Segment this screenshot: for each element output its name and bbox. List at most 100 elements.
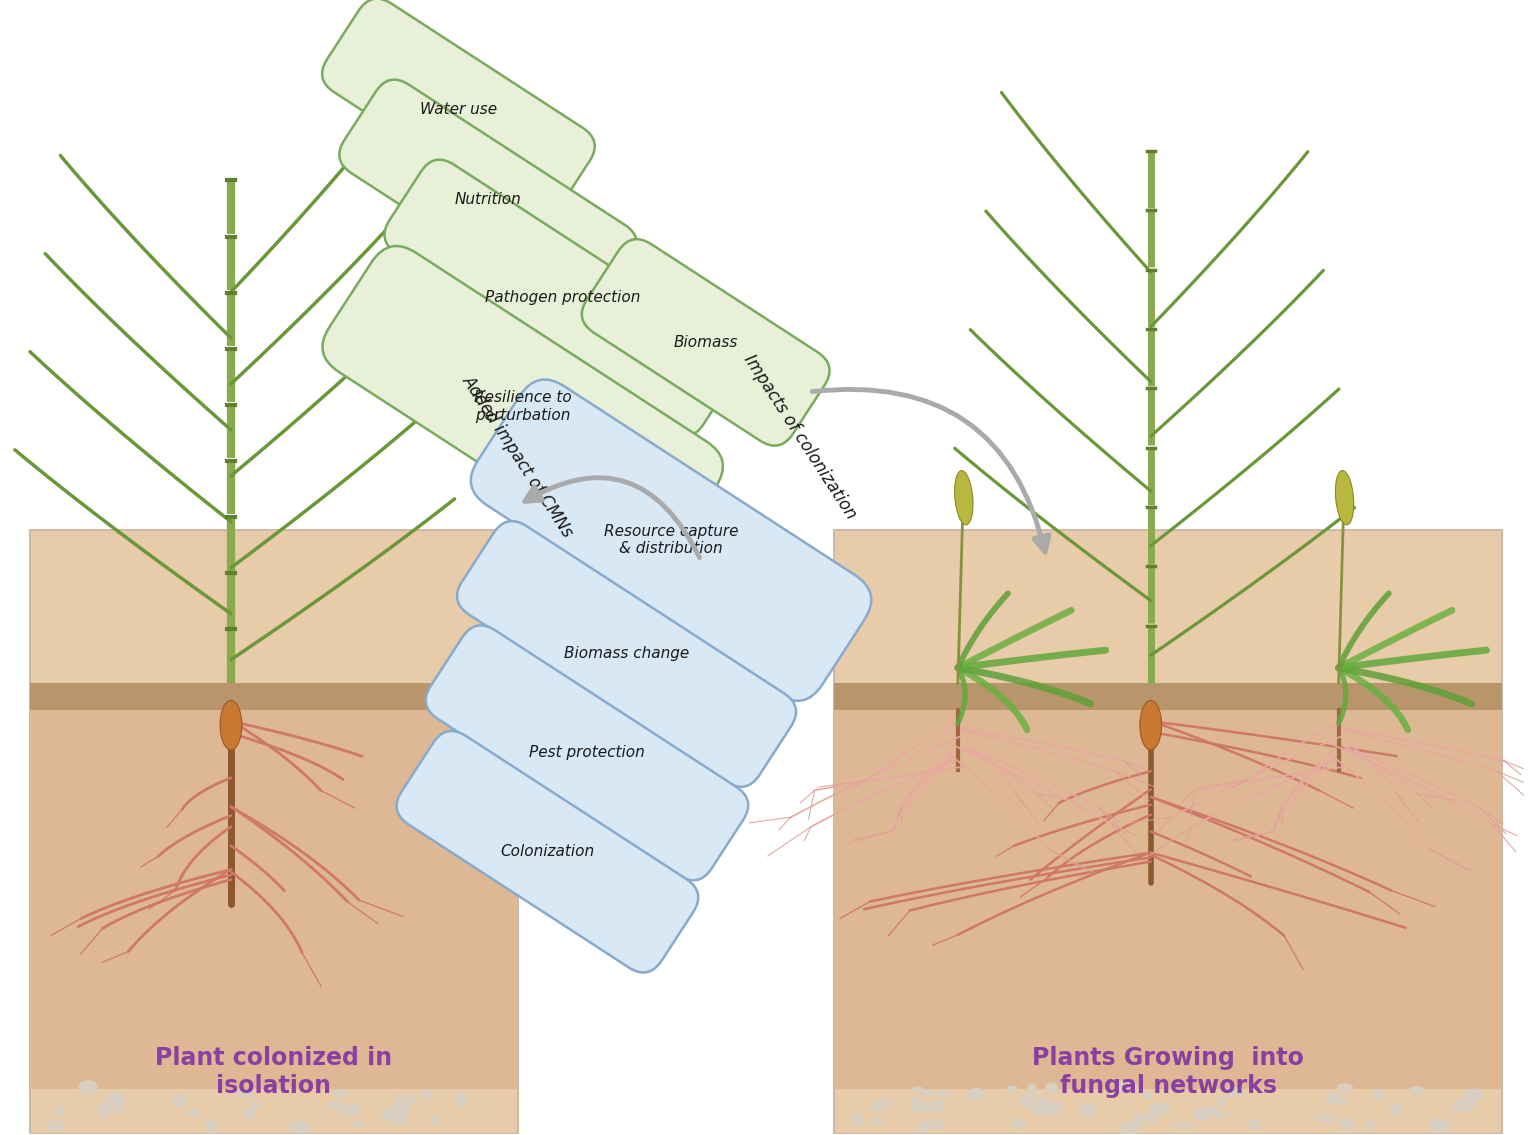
Ellipse shape (290, 1121, 308, 1133)
Text: Biomass: Biomass (674, 335, 738, 350)
Ellipse shape (1314, 1115, 1336, 1121)
FancyArrowPatch shape (525, 478, 700, 557)
Ellipse shape (1409, 1086, 1425, 1095)
Ellipse shape (1337, 1084, 1353, 1091)
Ellipse shape (83, 1087, 97, 1094)
Ellipse shape (1465, 1090, 1483, 1101)
Ellipse shape (875, 1100, 892, 1109)
Text: Colonization: Colonization (501, 844, 594, 859)
Text: Pest protection: Pest protection (529, 746, 645, 760)
Ellipse shape (1227, 1087, 1244, 1096)
Ellipse shape (1336, 471, 1354, 524)
Text: Plants Growing  into
fungal networks: Plants Growing into fungal networks (1033, 1046, 1304, 1099)
Ellipse shape (1327, 1093, 1340, 1104)
Ellipse shape (107, 1093, 124, 1107)
Ellipse shape (352, 1121, 363, 1126)
Bar (835, 682, 1501, 1090)
Ellipse shape (1033, 1101, 1049, 1116)
Ellipse shape (187, 1110, 201, 1117)
Ellipse shape (922, 1120, 944, 1128)
Ellipse shape (244, 1108, 256, 1119)
Ellipse shape (389, 1104, 409, 1117)
Ellipse shape (113, 1102, 124, 1113)
Ellipse shape (1039, 1098, 1049, 1111)
Ellipse shape (1007, 1086, 1017, 1092)
FancyArrowPatch shape (812, 389, 1049, 552)
Ellipse shape (1339, 1119, 1354, 1129)
Ellipse shape (100, 1103, 110, 1115)
Ellipse shape (935, 1100, 944, 1111)
Bar (31, 682, 518, 1090)
Ellipse shape (1045, 1083, 1057, 1093)
Ellipse shape (1120, 1121, 1138, 1135)
Bar (835, 682, 1501, 711)
Ellipse shape (922, 1090, 933, 1096)
Ellipse shape (1365, 1119, 1374, 1130)
Ellipse shape (1429, 1118, 1449, 1133)
Ellipse shape (432, 1116, 440, 1124)
FancyBboxPatch shape (339, 79, 637, 319)
Ellipse shape (1174, 1123, 1193, 1128)
Ellipse shape (1455, 1098, 1475, 1110)
Text: Resilience to
perturbation: Resilience to perturbation (473, 390, 571, 423)
FancyBboxPatch shape (426, 625, 748, 881)
Ellipse shape (1216, 1096, 1226, 1105)
Ellipse shape (1019, 1094, 1037, 1108)
FancyBboxPatch shape (470, 379, 872, 701)
FancyBboxPatch shape (322, 246, 723, 568)
Ellipse shape (381, 1108, 403, 1121)
Ellipse shape (54, 1107, 64, 1116)
Ellipse shape (853, 1113, 863, 1126)
Ellipse shape (1028, 1084, 1036, 1094)
Ellipse shape (340, 1109, 358, 1116)
Ellipse shape (918, 1126, 927, 1132)
Ellipse shape (1140, 700, 1161, 750)
Ellipse shape (1117, 1081, 1137, 1093)
Ellipse shape (1431, 1119, 1443, 1126)
Ellipse shape (236, 1090, 254, 1098)
Ellipse shape (455, 1092, 467, 1107)
Ellipse shape (205, 1119, 216, 1133)
Ellipse shape (1149, 1103, 1170, 1113)
Ellipse shape (954, 471, 973, 524)
Ellipse shape (936, 1091, 948, 1096)
Ellipse shape (1011, 1119, 1026, 1128)
Ellipse shape (869, 1105, 882, 1111)
Ellipse shape (221, 700, 242, 750)
Ellipse shape (1451, 1105, 1469, 1111)
FancyBboxPatch shape (322, 0, 594, 221)
Ellipse shape (394, 1118, 409, 1124)
Text: Plant colonized in
isolation: Plant colonized in isolation (155, 1046, 392, 1099)
FancyBboxPatch shape (385, 160, 740, 436)
Ellipse shape (328, 1102, 343, 1110)
Ellipse shape (1042, 1101, 1062, 1115)
Text: Resource capture
& distribution: Resource capture & distribution (604, 524, 738, 556)
Ellipse shape (80, 1081, 98, 1093)
Ellipse shape (250, 1102, 260, 1108)
Ellipse shape (397, 1094, 414, 1107)
Ellipse shape (1144, 1113, 1157, 1124)
Ellipse shape (420, 1091, 432, 1099)
Ellipse shape (97, 1103, 110, 1117)
Ellipse shape (332, 1091, 346, 1098)
FancyBboxPatch shape (457, 521, 797, 787)
Text: Impacts of colonization: Impacts of colonization (740, 351, 861, 522)
Text: Biomass change: Biomass change (564, 647, 689, 662)
Ellipse shape (1080, 1104, 1097, 1118)
Text: Added impact of CMNs: Added impact of CMNs (458, 372, 576, 540)
Ellipse shape (912, 1087, 924, 1093)
Ellipse shape (395, 1094, 409, 1102)
Bar (835, 530, 1501, 1134)
Ellipse shape (1226, 1087, 1236, 1095)
Ellipse shape (343, 1103, 358, 1116)
Ellipse shape (46, 1121, 64, 1130)
Ellipse shape (872, 1118, 882, 1126)
Ellipse shape (1193, 1107, 1213, 1120)
Text: Pathogen protection: Pathogen protection (484, 291, 640, 305)
Bar (31, 530, 518, 1134)
Ellipse shape (1249, 1120, 1258, 1129)
Text: Water use: Water use (420, 102, 496, 118)
Ellipse shape (968, 1088, 985, 1101)
Ellipse shape (1143, 1093, 1152, 1099)
Ellipse shape (1390, 1104, 1403, 1116)
